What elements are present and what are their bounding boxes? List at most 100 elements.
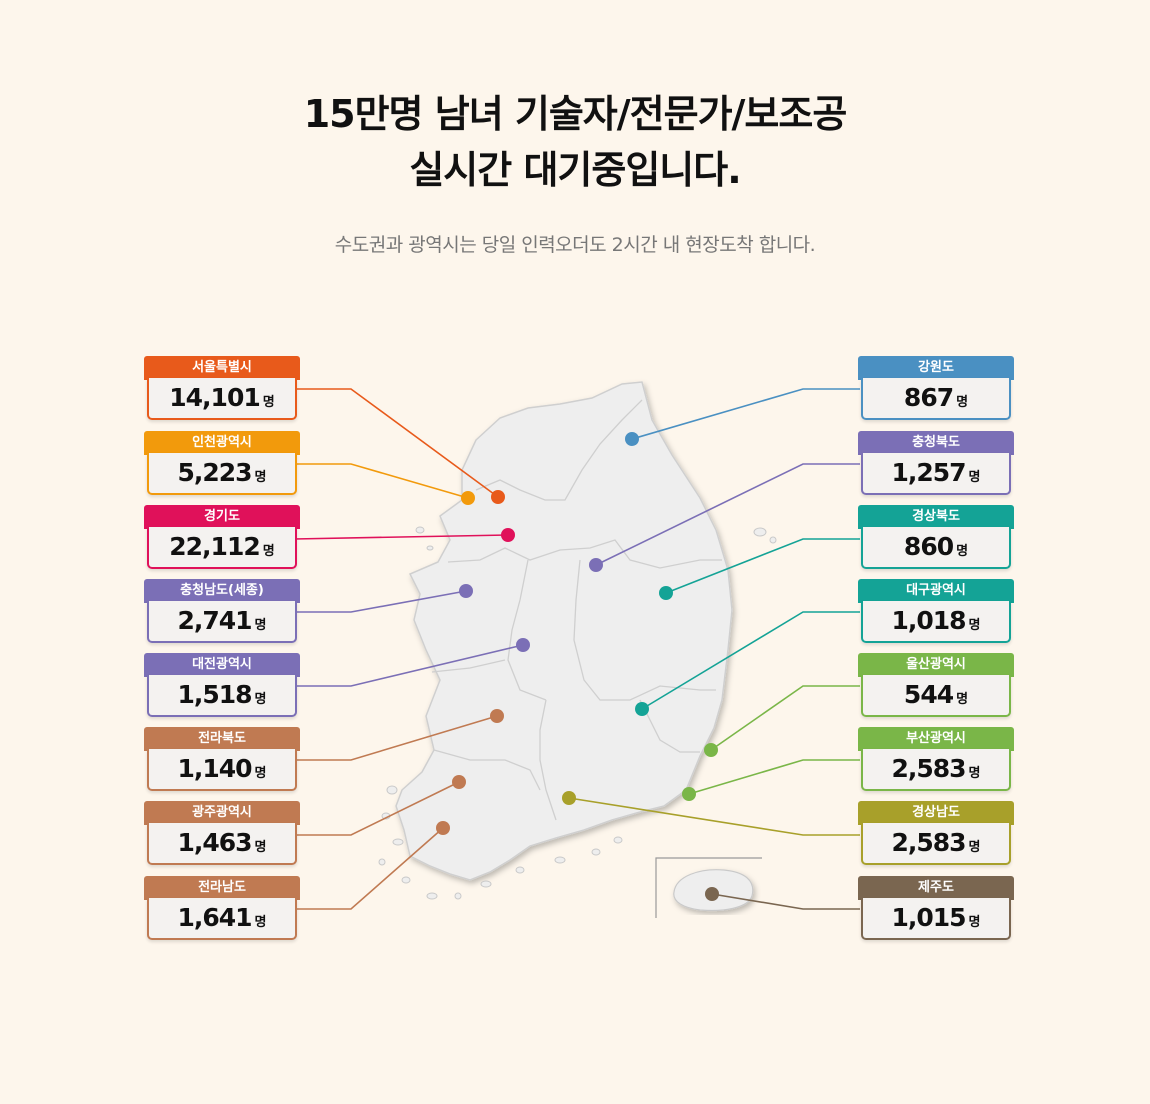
dot-gyeonggi [501,528,515,542]
card-unit: 명 [968,915,981,930]
card-jeonnam: 전라남도 1,641 명 [144,876,300,942]
headline-line-1: 15만명 남녀 기술자/전문가/보조공 [303,92,848,136]
card-label: 대전광역시 [144,653,300,677]
card-label: 인천광역시 [144,431,300,455]
card-value: 5,223 명 [147,453,297,495]
card-unit: 명 [968,470,981,485]
card-jeonbuk: 전라북도 1,140 명 [144,727,300,793]
card-count: 1,140 [177,754,252,783]
card-count: 544 [903,680,954,709]
card-unit: 명 [254,915,267,930]
card-unit: 명 [956,692,969,707]
card-count: 1,463 [177,828,252,857]
card-seoul: 서울특별시 14,101 명 [144,356,300,422]
dot-gyeongbuk [659,586,673,600]
card-unit: 명 [254,840,267,855]
card-count: 860 [903,532,954,561]
card-label: 제주도 [858,876,1014,900]
dot-gwangju [452,775,466,789]
connector-jeju [711,893,860,910]
card-count: 1,018 [891,606,966,635]
card-unit: 명 [254,692,267,707]
card-jeju: 제주도 1,015 명 [858,876,1014,942]
card-count: 5,223 [177,458,252,487]
card-label: 울산광역시 [858,653,1014,677]
card-value: 22,112 명 [147,527,297,569]
card-gyeonggi: 경기도 22,112 명 [144,505,300,571]
connector-ulsan [710,685,860,751]
dot-incheon [461,491,475,505]
connector-jeonnam [294,827,444,910]
card-unit: 명 [254,618,267,633]
card-gyeongnam: 경상남도 2,583 명 [858,801,1014,867]
card-daejeon: 대전광역시 1,518 명 [144,653,300,719]
card-label: 서울특별시 [144,356,300,380]
jeju-inset-frame [655,857,762,918]
connector-daegu [641,611,860,710]
connector-chungbuk [595,463,860,566]
connector-busan [688,759,860,795]
card-label: 경상남도 [858,801,1014,825]
card-chungbuk: 충청북도 1,257 명 [858,431,1014,497]
card-value: 867 명 [861,378,1011,420]
dot-gyeongnam [562,791,576,805]
card-value: 544 명 [861,675,1011,717]
card-value: 1,257 명 [861,453,1011,495]
card-count: 1,641 [177,903,252,932]
card-count: 1,015 [891,903,966,932]
connector-jeonbuk [294,715,498,761]
card-value: 1,518 명 [147,675,297,717]
dot-ulsan [704,743,718,757]
card-unit: 명 [956,544,969,559]
connector-gyeonggi [293,534,509,540]
card-busan: 부산광역시 2,583 명 [858,727,1014,793]
card-count: 867 [903,383,954,412]
connectors [293,388,860,910]
connector-chungnam [294,590,467,613]
dot-jeju [705,887,719,901]
card-value: 1,018 명 [861,601,1011,643]
card-count: 2,583 [891,754,966,783]
card-value: 2,583 명 [861,749,1011,791]
dot-jeonnam [436,821,450,835]
card-count: 1,518 [177,680,252,709]
card-count: 22,112 [169,532,260,561]
mainland-shape [395,381,733,881]
islands [378,526,777,900]
card-label: 부산광역시 [858,727,1014,751]
card-unit: 명 [262,544,275,559]
card-value: 860 명 [861,527,1011,569]
subline: 수도권과 광역시는 당일 인력오더도 2시간 내 현장도착 합니다. [334,234,816,256]
connector-daejeon [294,644,524,687]
dot-daegu [635,702,649,716]
card-count: 14,101 [169,383,260,412]
card-count: 1,257 [891,458,966,487]
card-label: 충청북도 [858,431,1014,455]
card-value: 2,583 명 [861,823,1011,865]
card-ulsan: 울산광역시 544 명 [858,653,1014,719]
connector-gangwon [631,388,860,440]
headline-line-2: 실시간 대기중입니다. [409,148,741,192]
card-gwangju: 광주광역시 1,463 명 [144,801,300,867]
card-daegu: 대구광역시 1,018 명 [858,579,1014,645]
dot-jeonbuk [490,709,504,723]
card-count: 2,583 [891,828,966,857]
card-value: 1,015 명 [861,898,1011,940]
card-gyeongbuk: 경상북도 860 명 [858,505,1014,571]
connector-gwangju [294,781,460,836]
dot-chungbuk [589,558,603,572]
connector-gyeongbuk [665,538,860,594]
dot-busan [682,787,696,801]
card-unit: 명 [262,395,275,410]
card-count: 2,741 [177,606,252,635]
dot-daejeon [516,638,530,652]
card-value: 14,101 명 [147,378,297,420]
card-unit: 명 [254,766,267,781]
dot-chungnam [459,584,473,598]
headline: 15만명 남녀 기술자/전문가/보조공 실시간 대기중입니다. [0,86,1150,198]
card-label: 광주광역시 [144,801,300,825]
card-gangwon: 강원도 867 명 [858,356,1014,422]
card-label: 경기도 [144,505,300,529]
card-unit: 명 [968,618,981,633]
